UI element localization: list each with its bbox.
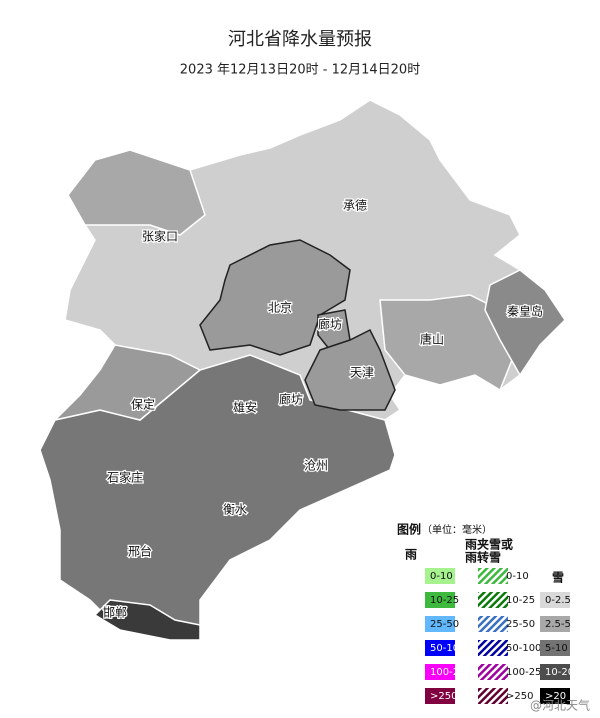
city-label: 雄安 <box>233 400 257 415</box>
title: 河北省降水量预报 <box>228 29 372 50</box>
city-label: 邯郸 <box>103 605 127 620</box>
region-qinhuangdao <box>484 269 566 377</box>
region-tianjin <box>304 328 396 411</box>
legend-label: 25-50 <box>430 619 459 630</box>
legend-swatch <box>540 616 570 632</box>
legend-label: 0-10 <box>506 571 529 582</box>
legend: 图例 （单位：毫米） 雨 0-10 10-25 25-50 50-100 100-250 >25… <box>397 522 574 704</box>
legend-heading: 雨转雪 <box>465 550 501 565</box>
legend-label: 0-10 <box>430 571 453 582</box>
legend-swatch <box>425 568 455 584</box>
legend-swatch <box>478 688 508 704</box>
legend-swatch <box>425 664 455 680</box>
legend-label: >20 <box>545 691 566 702</box>
subtitle: 2023 年12月13日20时 - 12月14日20时 <box>180 63 420 78</box>
legend-heading: 雨夹雪或 <box>465 537 513 552</box>
city-label: 廊坊 <box>318 317 342 332</box>
legend-swatch <box>478 592 508 608</box>
city-label: 北京 <box>268 301 292 315</box>
city-label: 承德 <box>343 198 367 213</box>
legend-swatch <box>425 640 455 656</box>
legend-label: 10-25 <box>506 595 535 606</box>
city-label: 邢台 <box>128 544 152 559</box>
legend-swatch <box>540 664 570 680</box>
legend-heading: 雨 <box>405 548 417 562</box>
legend-label: >250 <box>506 691 533 702</box>
legend-swatch <box>540 688 570 704</box>
city-label: 廊坊 <box>279 392 303 407</box>
city-label: 保定 <box>131 397 155 412</box>
region-tangshan <box>379 294 521 392</box>
legend-swatch <box>540 640 570 656</box>
city-label: 秦皇岛 <box>507 304 543 319</box>
region-zhangjiakou-north <box>67 149 206 236</box>
legend-swatch <box>478 616 508 632</box>
legend-label: 100-250 <box>430 667 472 678</box>
legend-heading: 雪 <box>552 571 564 585</box>
watermark: @河北天气 <box>530 698 590 713</box>
city-label: 张家口 <box>142 229 178 244</box>
city-label: 天津 <box>350 366 374 380</box>
legend-swatch <box>478 640 508 656</box>
legend-label: >250 <box>430 691 457 702</box>
legend-swatch <box>478 664 508 680</box>
legend-label: 10-20 <box>545 667 574 678</box>
region-beijing <box>199 239 351 356</box>
region-handan-south <box>93 599 201 641</box>
legend-swatch <box>478 568 508 584</box>
legend-title: 图例 <box>397 522 421 537</box>
region-south <box>39 354 396 641</box>
city-label: 衡水 <box>223 503 247 517</box>
region-baoding-north <box>52 344 202 422</box>
province-map <box>39 99 566 641</box>
legend-label: 50-100 <box>506 643 541 654</box>
legend-label: 25-50 <box>506 619 535 630</box>
legend-label: 10-25 <box>430 595 459 606</box>
legend-label: 100-250 <box>506 667 548 678</box>
legend-swatch <box>425 616 455 632</box>
city-label: 石家庄 <box>107 470 143 485</box>
legend-swatch <box>425 592 455 608</box>
city-label: 唐山 <box>420 332 444 347</box>
legend-label: 50-100 <box>430 643 465 654</box>
legend-unit: （单位：毫米） <box>422 523 492 536</box>
legend-label: 0-2.5 <box>545 595 571 606</box>
legend-swatch <box>540 592 570 608</box>
legend-label: 2.5-5 <box>545 619 571 630</box>
legend-swatch <box>425 688 455 704</box>
legend-label: 5-10 <box>545 643 568 654</box>
city-label: 沧州 <box>304 458 328 473</box>
